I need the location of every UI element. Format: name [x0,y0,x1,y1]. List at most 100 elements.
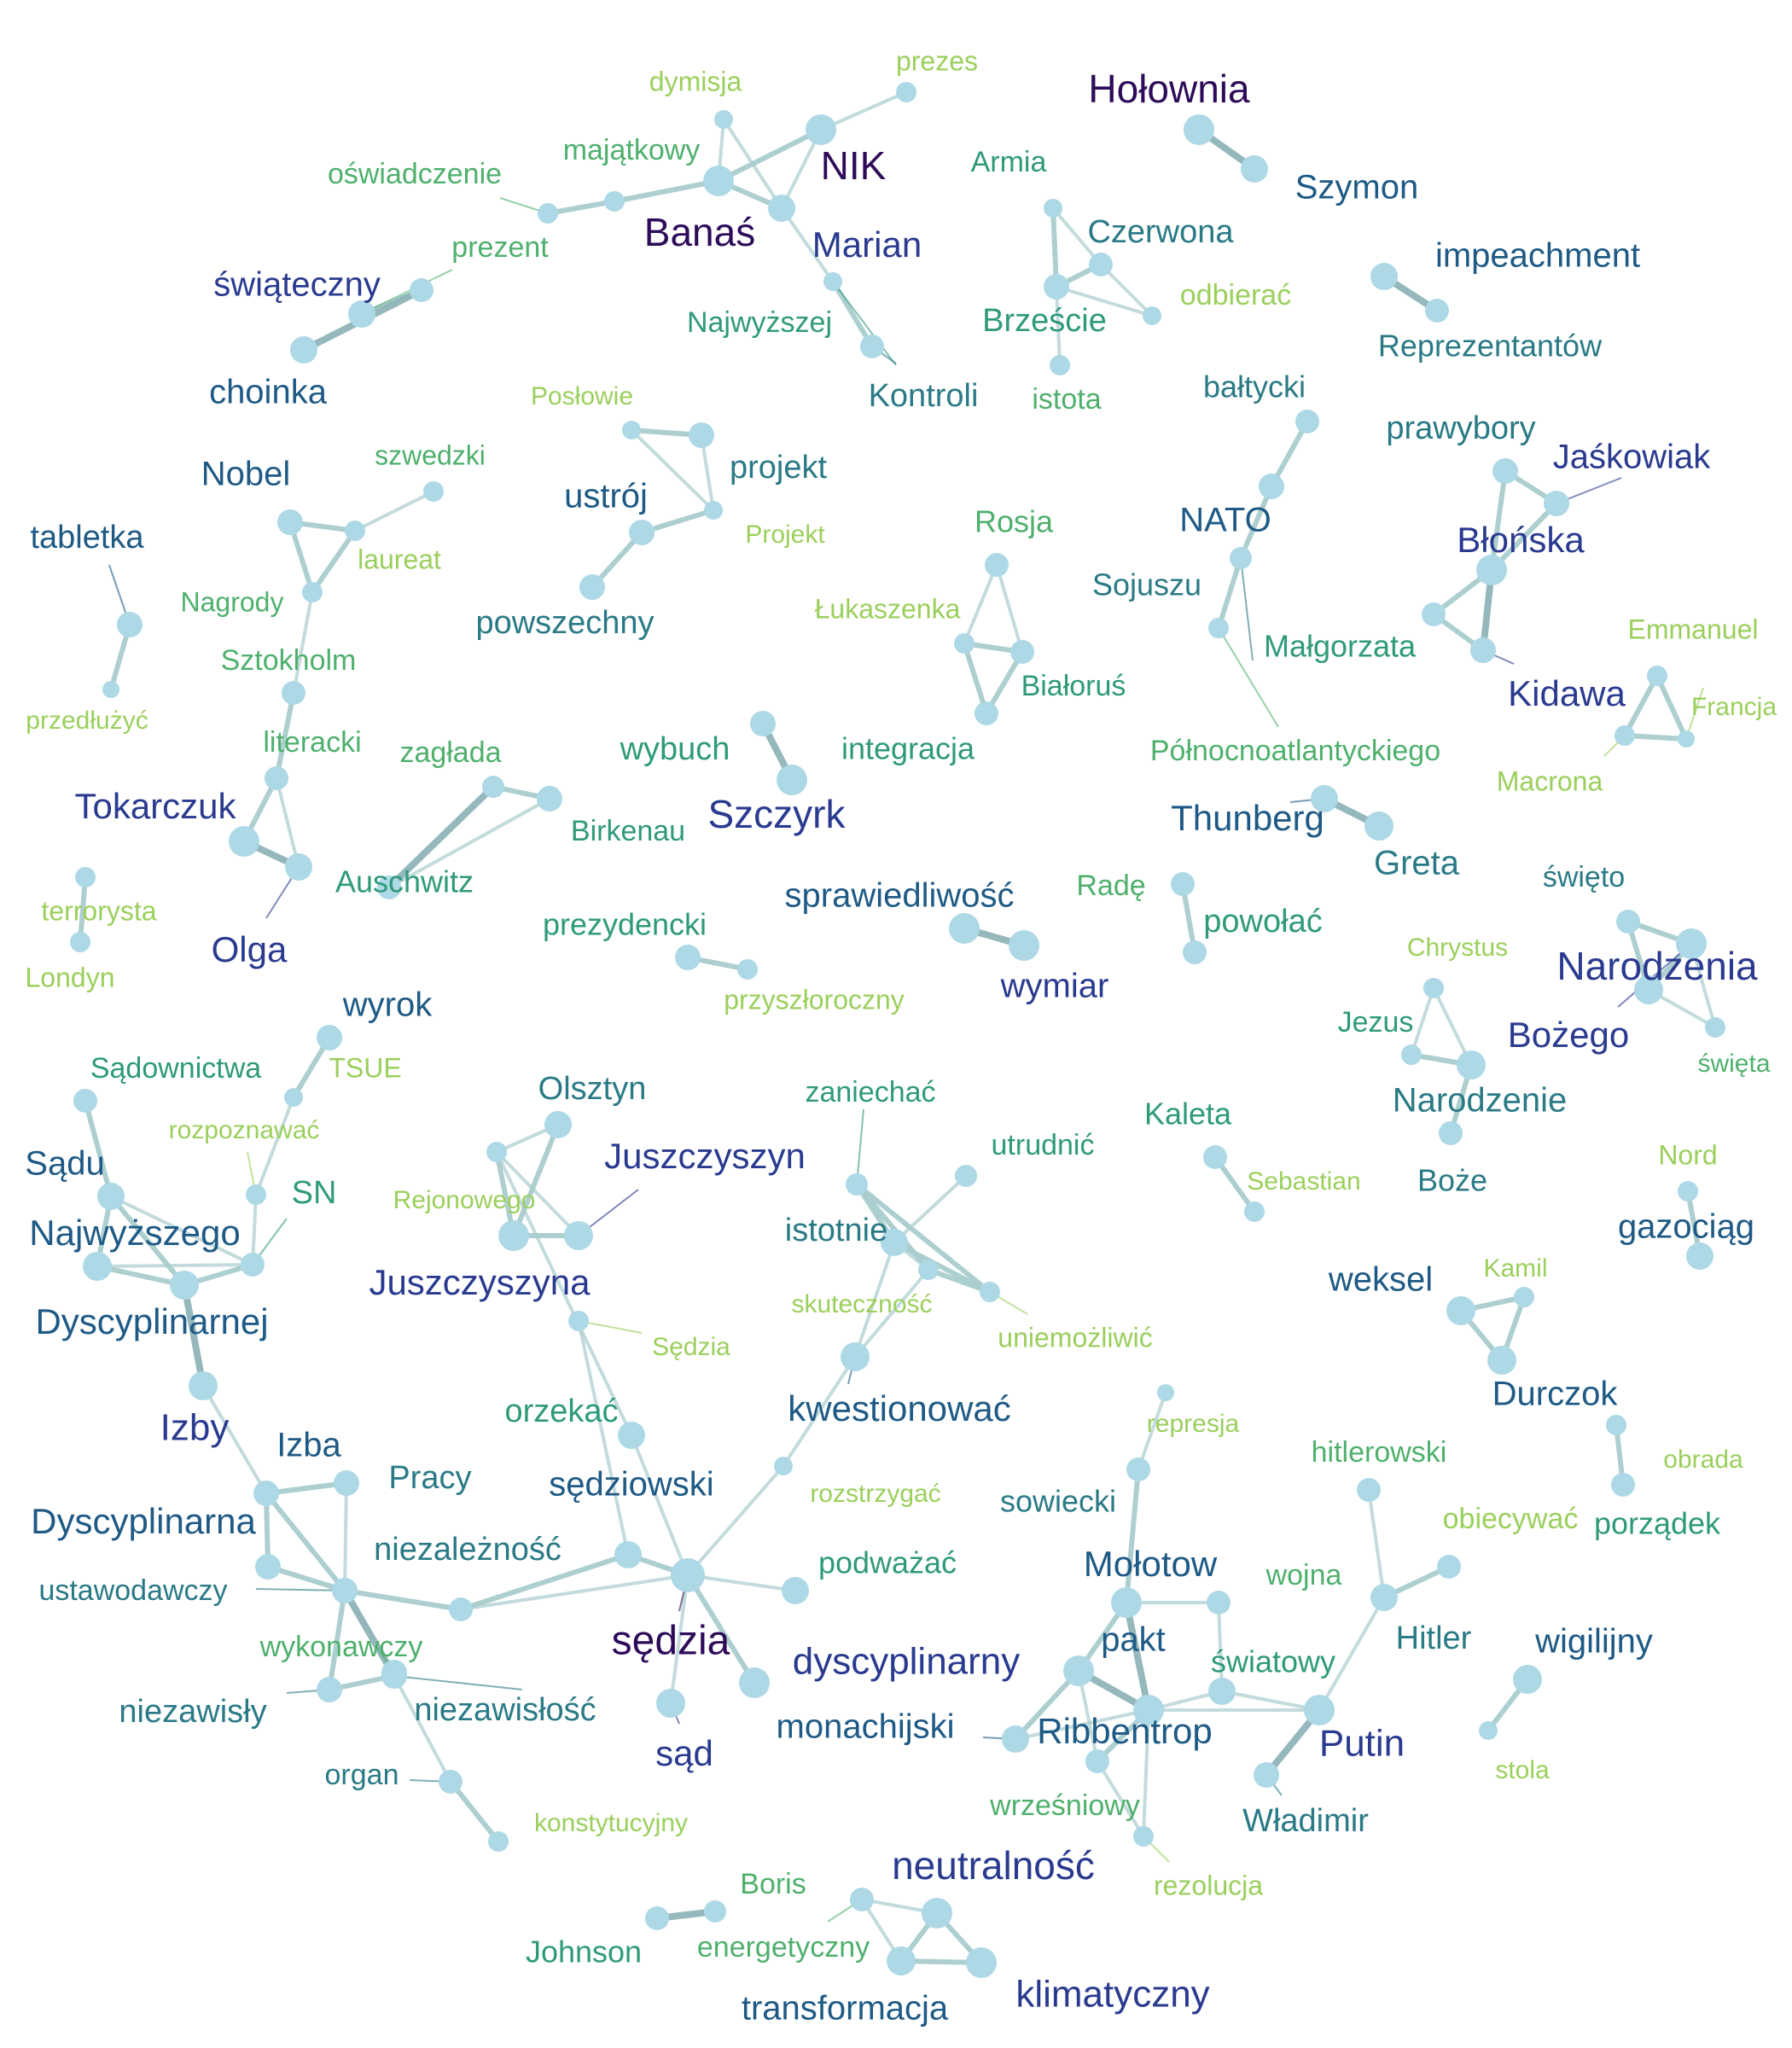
node-szczyrk[interactable] [777,765,807,795]
node-projekt[interactable] [689,422,714,448]
node-sedziowski[interactable] [614,1541,642,1568]
node-ribbentrop[interactable] [1133,1695,1164,1725]
node-sn[interactable] [241,1253,265,1277]
node-thunberg[interactable] [1311,785,1338,812]
node-chrystus[interactable] [1423,978,1444,998]
node-marian[interactable] [768,195,795,222]
node-dymisja[interactable] [714,110,733,129]
node-jezus[interactable] [1401,1044,1422,1065]
node-sprawiedliwosc[interactable] [949,913,980,944]
node-blonska[interactable] [1476,555,1507,585]
node-swieto[interactable] [1616,910,1640,934]
node-rezolucja[interactable] [1133,1826,1154,1847]
node-juszczyszyn[interactable] [564,1221,593,1250]
node-swiateczny[interactable] [410,278,433,302]
node-odbierac[interactable] [1143,306,1161,325]
node-sztokholm[interactable] [282,681,305,705]
node-wymiar[interactable] [1009,930,1039,961]
node-podwazac[interactable] [782,1577,809,1604]
node-sadu[interactable] [97,1183,125,1210]
node-klimatyczny[interactable] [966,1947,997,1978]
node-dyscyplinarnej[interactable] [170,1271,199,1300]
node-stola[interactable] [1479,1721,1498,1740]
node-durczok[interactable] [1487,1346,1516,1375]
node-armia[interactable] [1044,199,1062,218]
node-rade[interactable] [1171,872,1195,896]
node-rozpoznawac[interactable] [246,1184,266,1205]
node-nobel[interactable] [277,509,303,535]
node-prezent[interactable] [348,300,375,328]
node-obrada[interactable] [1606,1415,1626,1435]
node-johnson[interactable] [645,1906,669,1930]
node-powolac[interactable] [1183,940,1207,964]
node-prezes[interactable] [896,82,916,102]
node-utrudnic[interactable] [955,1165,977,1187]
node-weksel[interactable] [1446,1296,1475,1325]
node-zaglada[interactable] [482,776,504,798]
node-wojna[interactable] [1207,1591,1231,1615]
node-majatkowy[interactable] [604,191,625,212]
node-rosja[interactable] [985,553,1009,577]
node-sojuszu[interactable] [1230,547,1252,569]
node-integracja[interactable] [975,701,998,725]
node-wyrok[interactable] [317,1025,342,1050]
node-izba[interactable] [253,1481,279,1506]
node-nato[interactable] [1259,474,1284,499]
node-uniemozliwic[interactable] [980,1282,1000,1302]
node-kamil[interactable] [1514,1287,1534,1307]
node-laureat[interactable] [345,521,365,541]
node-sedzia[interactable] [671,1558,705,1592]
node-prezydencki[interactable] [675,945,701,970]
node-skutecznosc[interactable] [918,1260,939,1280]
node-polnoc[interactable] [1208,618,1229,638]
node-francja[interactable] [1678,730,1695,748]
node-orzekac[interactable] [618,1422,645,1449]
node-nik[interactable] [806,114,836,145]
node-bialorus[interactable] [1010,640,1034,664]
node-putin[interactable] [1304,1695,1335,1725]
node-oswiadczenie[interactable] [538,203,558,224]
node-najwyzszego[interactable] [83,1252,112,1281]
node-tokarczuk[interactable] [229,826,259,857]
node-prawybory[interactable] [1492,458,1518,484]
node-malgorzata[interactable] [1422,602,1446,626]
node-swiatowy[interactable] [1208,1678,1236,1705]
node-neutralnosc[interactable] [922,1898,952,1929]
node-terrorysta[interactable] [75,867,96,887]
node-sedzia_cap[interactable] [568,1311,589,1331]
node-energetyczny[interactable] [850,1888,874,1911]
node-holownia[interactable] [1184,114,1214,145]
node-hitlerowski[interactable] [1357,1478,1381,1502]
node-greta[interactable] [1364,812,1393,841]
node-swieta[interactable] [1705,1017,1725,1038]
node-boze[interactable] [1439,1121,1463,1145]
node-poslowie[interactable] [622,421,641,439]
node-niezawislosc[interactable] [381,1663,407,1689]
node-kontroli[interactable] [860,335,884,358]
node-hitler[interactable] [1370,1584,1398,1611]
node-pakt[interactable] [1063,1655,1094,1686]
node-baltycki[interactable] [1295,410,1319,433]
node-zaniechac[interactable] [846,1173,868,1196]
node-izby[interactable] [189,1371,218,1400]
node-powszechny[interactable] [579,574,605,600]
node-transformacja[interactable] [887,1946,916,1975]
node-choinka[interactable] [290,336,317,364]
node-wybuch[interactable] [750,711,776,736]
node-dyscyplinarny[interactable] [739,1667,770,1698]
node-szymon[interactable] [1241,155,1268,183]
node-auschwitz[interactable] [377,876,401,899]
node-jaskowiak[interactable] [1544,491,1569,516]
node-porzadek[interactable] [1611,1473,1635,1497]
node-gazociag[interactable] [1686,1242,1713,1270]
node-wrzesniowy[interactable] [1085,1749,1109,1773]
node-impeachment[interactable] [1370,263,1398,290]
node-czerwona[interactable] [1089,253,1113,276]
node-istota[interactable] [1050,355,1070,375]
node-emmanuel[interactable] [1647,666,1667,686]
node-olga[interactable] [285,853,312,881]
node-sadownictwa[interactable] [73,1089,97,1113]
node-londyn[interactable] [70,932,90,952]
node-nagrody[interactable] [302,582,323,602]
node-ustroj[interactable] [629,520,655,545]
